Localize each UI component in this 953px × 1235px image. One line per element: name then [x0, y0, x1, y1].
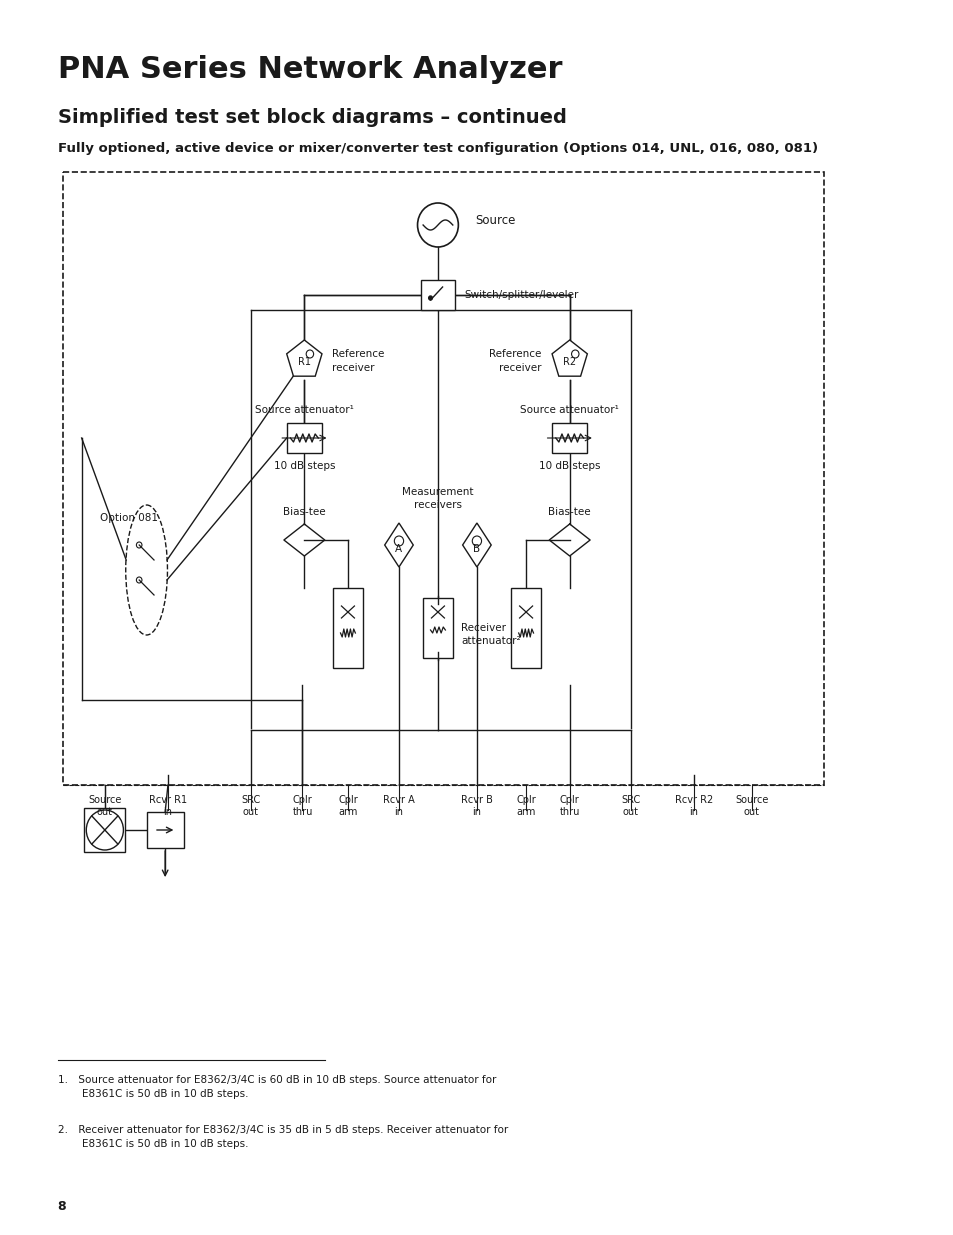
Text: Measurement: Measurement — [402, 487, 474, 496]
Bar — [333, 588, 362, 668]
Polygon shape — [462, 522, 491, 567]
Polygon shape — [552, 340, 587, 377]
Bar — [552, 424, 587, 453]
Text: Cplr
thru: Cplr thru — [292, 795, 313, 816]
Bar — [421, 280, 455, 310]
Bar — [85, 808, 125, 852]
Text: R2: R2 — [562, 357, 576, 367]
Circle shape — [428, 296, 432, 300]
Text: Source attenuator¹: Source attenuator¹ — [254, 405, 354, 415]
Text: 2. Receiver attenuator for E8362/3/4C is 35 dB in 5 dB steps. Receiver attenuato: 2. Receiver attenuator for E8362/3/4C is… — [57, 1125, 507, 1149]
Text: Rcvr A
in: Rcvr A in — [383, 795, 415, 816]
Bar — [423, 598, 453, 658]
Text: receiver: receiver — [332, 363, 375, 373]
Text: receiver: receiver — [498, 363, 541, 373]
Text: A: A — [395, 543, 402, 555]
Text: Receiver: Receiver — [460, 622, 506, 634]
Text: Bias-tee: Bias-tee — [548, 508, 591, 517]
Text: receivers: receivers — [414, 500, 461, 510]
Text: Simplified test set block diagrams – continued: Simplified test set block diagrams – con… — [57, 107, 566, 127]
Text: Rcvr R1
in: Rcvr R1 in — [149, 795, 187, 816]
Text: Cplr
thru: Cplr thru — [558, 795, 579, 816]
Text: Source
out: Source out — [88, 795, 121, 816]
Text: Reference: Reference — [489, 350, 541, 359]
Text: Switch/splitter/leveler: Switch/splitter/leveler — [463, 290, 578, 300]
Text: Source: Source — [475, 214, 515, 226]
Text: 10 dB steps: 10 dB steps — [274, 461, 335, 471]
Text: 10 dB steps: 10 dB steps — [538, 461, 599, 471]
Text: SRC
out: SRC out — [620, 795, 639, 816]
Text: Rcvr B
in: Rcvr B in — [460, 795, 493, 816]
Text: 1. Source attenuator for E8362/3/4C is 60 dB in 10 dB steps. Source attenuator f: 1. Source attenuator for E8362/3/4C is 6… — [57, 1074, 496, 1099]
Text: Cplr
arm: Cplr arm — [516, 795, 536, 816]
Text: attenuator²: attenuator² — [460, 636, 520, 646]
Text: B: B — [473, 543, 480, 555]
Text: Bias-tee: Bias-tee — [283, 508, 325, 517]
Text: Option 081: Option 081 — [100, 513, 158, 522]
Text: Reference: Reference — [332, 350, 384, 359]
Text: PNA Series Network Analyzer: PNA Series Network Analyzer — [57, 56, 561, 84]
Text: Fully optioned, active device or mixer/converter test configuration (Options 014: Fully optioned, active device or mixer/c… — [57, 142, 817, 156]
Bar — [287, 424, 321, 453]
Bar — [511, 588, 540, 668]
Text: Source
out: Source out — [734, 795, 767, 816]
Polygon shape — [384, 522, 413, 567]
Text: Rcvr R2
in: Rcvr R2 in — [674, 795, 713, 816]
Text: 8: 8 — [57, 1200, 66, 1213]
Text: Cplr
arm: Cplr arm — [337, 795, 357, 816]
Text: Source attenuator¹: Source attenuator¹ — [519, 405, 618, 415]
Text: SRC
out: SRC out — [241, 795, 260, 816]
Text: R1: R1 — [297, 357, 311, 367]
Bar — [147, 811, 184, 848]
Polygon shape — [287, 340, 322, 377]
